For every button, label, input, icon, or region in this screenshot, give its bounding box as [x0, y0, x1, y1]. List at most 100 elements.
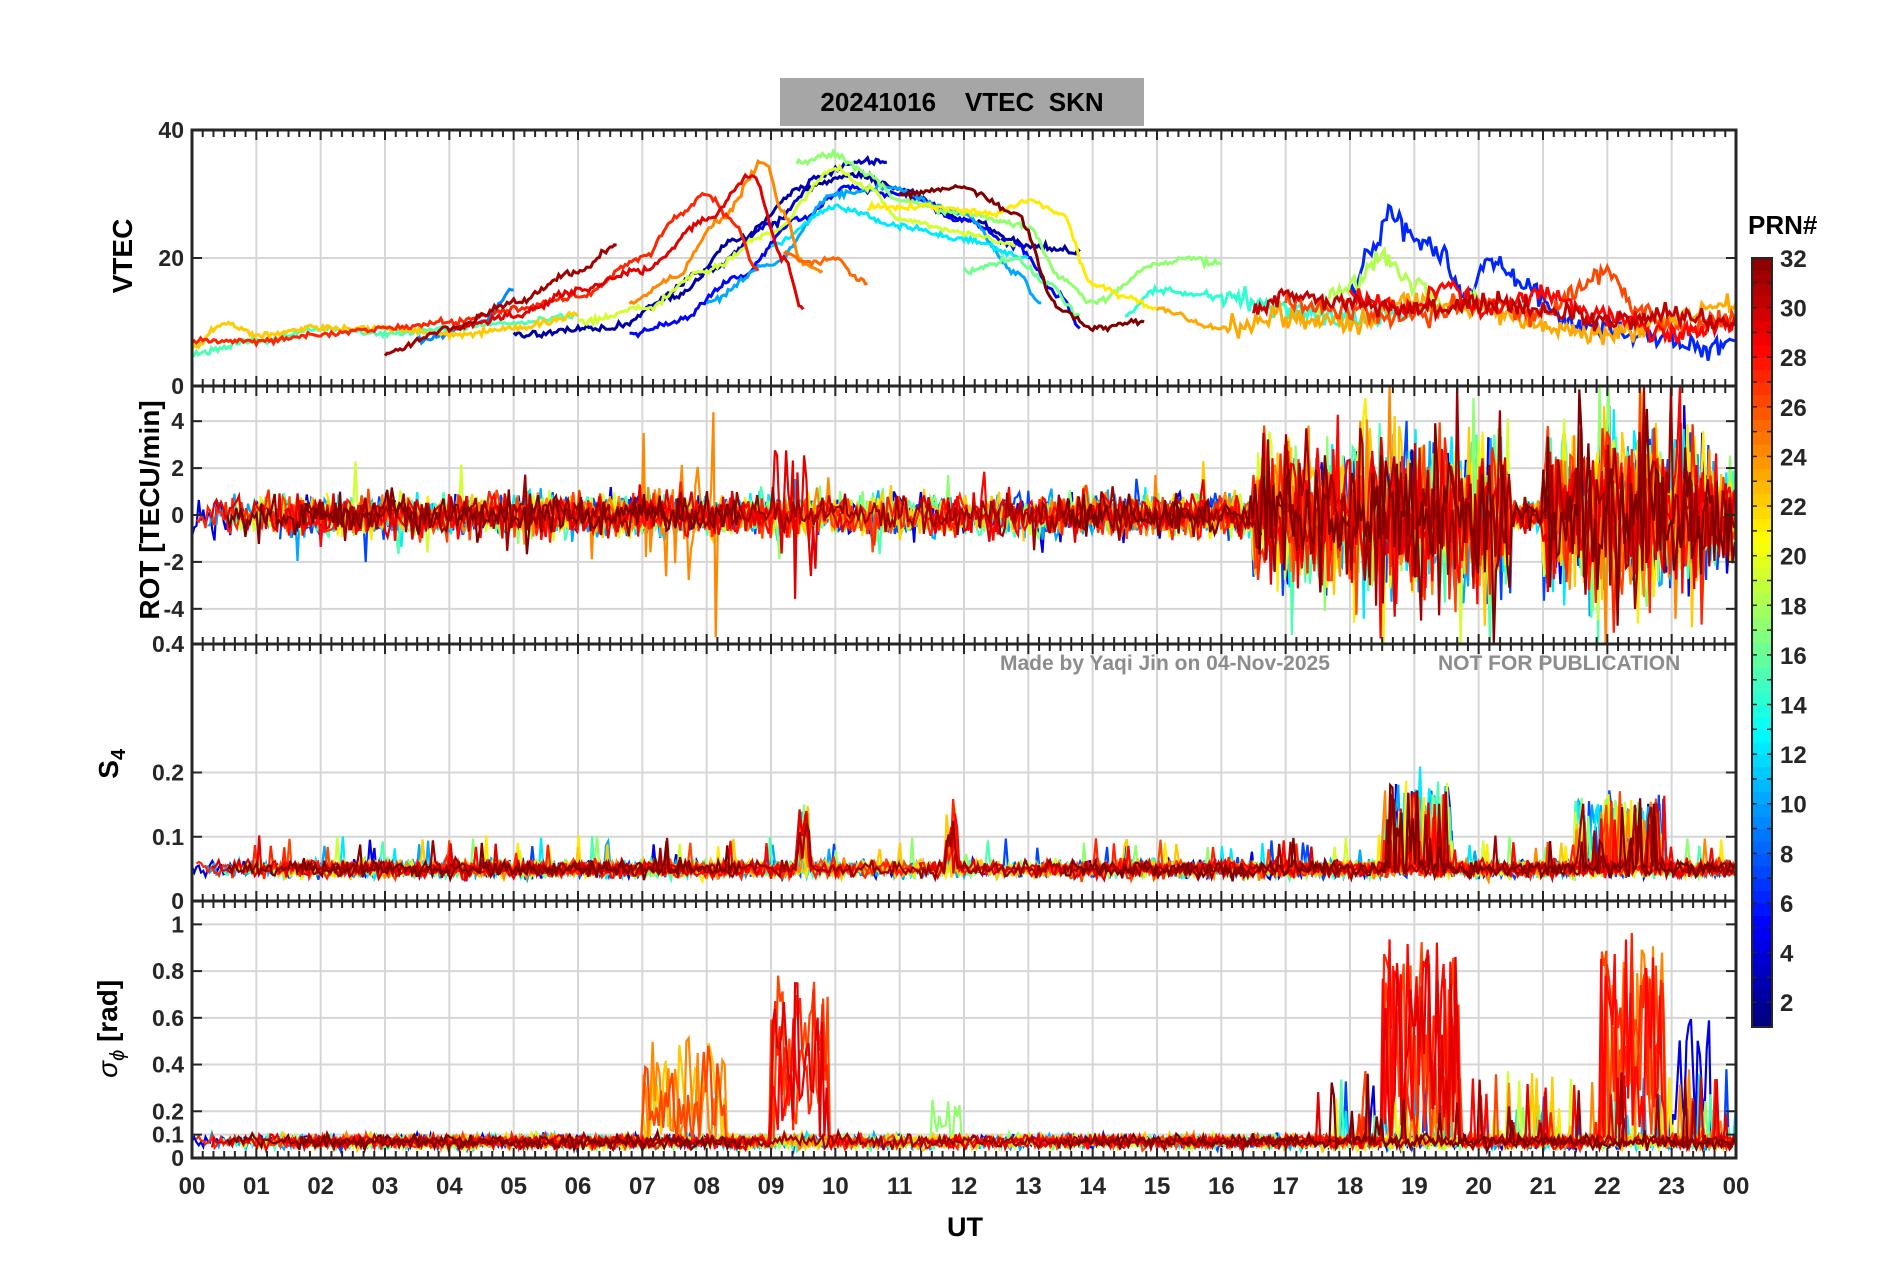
colorbar-swatch — [1752, 506, 1772, 520]
vtec-series-prn-12 — [770, 203, 1030, 262]
colorbar-swatch — [1752, 1014, 1772, 1028]
y-tick-label-sigphi: 0.4 — [152, 1052, 184, 1078]
x-tick-label: 20 — [1465, 1173, 1492, 1200]
y-tick-label-rot: -2 — [164, 549, 184, 575]
colorbar-swatch — [1752, 258, 1772, 272]
y-tick-label-vtec: 20 — [158, 245, 184, 271]
colorbar-swatch — [1752, 468, 1772, 482]
vtec-series-prn-5 — [629, 183, 1081, 339]
colorbar-swatch — [1752, 642, 1772, 656]
y-tick-label-s4: 0.2 — [152, 760, 184, 786]
x-tick-label: 05 — [500, 1173, 527, 1200]
x-tick-label: 07 — [629, 1173, 656, 1200]
colorbar-swatch — [1752, 282, 1772, 296]
colorbar-swatch — [1752, 890, 1772, 904]
colorbar-tick-label: 10 — [1780, 792, 1807, 819]
colorbar-tick-label: 28 — [1780, 345, 1807, 372]
vtec-series-prn-2 — [512, 169, 1081, 340]
colorbar-swatch — [1752, 791, 1772, 805]
colorbar-tick-label: 4 — [1780, 941, 1794, 968]
vtec-series-prn-17 — [795, 147, 1223, 306]
vtec-series-prn-31 — [383, 243, 617, 357]
sigphi-series-prn-32 — [1062, 1073, 1736, 1156]
colorbar-tick-label: 18 — [1780, 593, 1807, 620]
y-tick-label-s4: 0.1 — [152, 824, 184, 850]
vtec-series-prn-23 — [1155, 290, 1738, 346]
colorbar-frame — [1751, 257, 1773, 1028]
x-tick-label: 02 — [307, 1173, 334, 1200]
chart-title: 20241016 VTEC SKN — [780, 78, 1144, 126]
y-tick-label-sigphi: 0.1 — [152, 1122, 184, 1148]
axes-layer: 02040-4-202400.10.20.400.10.20.40.60.810… — [152, 117, 1749, 1200]
y-tick-label-rot: 4 — [171, 408, 184, 434]
colorbar-swatch — [1752, 977, 1772, 991]
x-axis-label: UT — [947, 1212, 983, 1242]
colorbar-swatch — [1752, 568, 1772, 582]
x-tick-label: 13 — [1015, 1173, 1042, 1200]
s4-ylabel-main: S — [93, 760, 125, 779]
x-tick-label: 16 — [1208, 1173, 1235, 1200]
colorbar-tick-label: 24 — [1780, 444, 1807, 471]
colorbar-swatch — [1752, 431, 1772, 445]
colorbar-swatch — [1752, 320, 1772, 334]
colorbar-swatch — [1752, 816, 1772, 830]
y-tick-label-rot: -4 — [164, 596, 185, 622]
watermark-made-by: Made by Yaqi Jin on 04-Nov-2025 — [1000, 652, 1330, 675]
colorbar-swatch — [1752, 840, 1772, 854]
vtec-ylabel: VTEC — [107, 218, 138, 294]
colorbar-swatch — [1752, 716, 1772, 730]
rot-series-prn-32 — [1062, 389, 1736, 644]
colorbar-swatch — [1752, 754, 1772, 768]
sigphi-series-prn-27 — [195, 989, 968, 1153]
colorbar-swatch — [1752, 964, 1772, 978]
colorbar-swatch — [1752, 419, 1772, 433]
colorbar-swatch — [1752, 530, 1772, 544]
colorbar-tick-label: 16 — [1780, 643, 1807, 670]
y-tick-label-s4: 0.4 — [152, 631, 184, 657]
x-tick-label: 21 — [1530, 1173, 1557, 1200]
vtec-series-prn-15 — [191, 311, 579, 358]
colorbar-swatch — [1752, 766, 1772, 780]
colorbar-tick-label: 20 — [1780, 544, 1807, 571]
y-tick-label-sigphi: 0.8 — [152, 958, 184, 984]
colorbar-swatch — [1752, 307, 1772, 321]
y-tick-label-s4: 0 — [171, 888, 184, 914]
colorbar-swatch — [1752, 741, 1772, 755]
x-tick-label: 23 — [1658, 1173, 1685, 1200]
colorbar-swatch — [1752, 828, 1772, 842]
sigphi-ylabel-sub: ϕ — [106, 1049, 129, 1061]
colorbar-tick-label: 14 — [1780, 693, 1807, 720]
colorbar-swatch — [1752, 865, 1772, 879]
colorbar-title: PRN# — [1748, 210, 1818, 240]
colorbar-swatch — [1752, 654, 1772, 668]
sigphi-series-prn-29 — [210, 982, 855, 1154]
s4-series-prn-32 — [1062, 782, 1736, 882]
x-tick-label: 01 — [243, 1173, 270, 1200]
colorbar-swatch — [1752, 481, 1772, 495]
colorbar-tick-label: 8 — [1780, 841, 1793, 868]
s4-ylabel: S4 — [93, 734, 131, 794]
colorbar-swatch — [1752, 803, 1772, 817]
x-tick-label: 04 — [436, 1173, 463, 1200]
x-tick-label: 09 — [758, 1173, 785, 1200]
colorbar-swatch — [1752, 915, 1772, 929]
y-tick-label-sigphi: 0 — [171, 1145, 184, 1171]
y-tick-label-rot: 2 — [171, 455, 184, 481]
x-tick-label: 22 — [1594, 1173, 1621, 1200]
vtec-series-prn-21 — [866, 198, 1158, 311]
colorbar-swatch — [1752, 630, 1772, 644]
x-tick-label: 12 — [951, 1173, 978, 1200]
colorbar-swatch — [1752, 679, 1772, 693]
colorbar-swatch — [1752, 456, 1772, 470]
colorbar-tick-label: 12 — [1780, 742, 1807, 769]
data-layer — [190, 147, 1738, 1156]
colorbar-tick-label: 2 — [1780, 990, 1793, 1017]
vtec-series-prn-16 — [962, 252, 1081, 317]
watermark-notice: NOT FOR PUBLICATION — [1438, 652, 1681, 675]
colorbar-tick-label: 22 — [1780, 494, 1807, 521]
colorbar-swatch — [1752, 332, 1772, 346]
colorbar-swatch — [1752, 394, 1772, 408]
x-tick-label: 18 — [1337, 1173, 1364, 1200]
y-tick-label-sigphi: 0.2 — [152, 1098, 184, 1124]
